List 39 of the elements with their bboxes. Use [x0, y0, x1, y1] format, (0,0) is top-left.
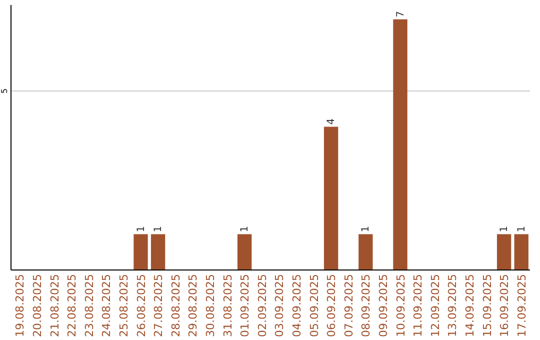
data-label: 7: [395, 10, 406, 18]
x-tick-label: 30.08.2025: [204, 274, 217, 337]
x-tick-label: 11.09.2025: [412, 274, 425, 337]
x-tick-label: 15.09.2025: [480, 274, 494, 337]
x-tick-label: 06.09.2025: [325, 274, 338, 337]
x-tick-label: 01.09.2025: [238, 274, 252, 337]
x-tick-label: 07.09.2025: [342, 274, 356, 337]
x-tick-label: 17.09.2025: [515, 274, 528, 337]
data-label: 1: [499, 226, 510, 232]
x-tick-label: 21.08.2025: [48, 274, 62, 337]
x-tick-label: 10.09.2025: [394, 274, 408, 337]
x-tick-label: 24.08.2025: [100, 274, 114, 337]
data-label: 1: [240, 226, 251, 232]
x-tick-label: 26.08.2025: [134, 274, 148, 337]
x-tick-label: 31.08.2025: [221, 274, 234, 337]
x-tick-label: 19.08.2025: [14, 274, 27, 337]
x-tick-label: 08.09.2025: [360, 274, 373, 337]
x-tick-label: 16.09.2025: [498, 274, 512, 337]
y-tick-label: 5: [0, 88, 9, 94]
x-tick-label: 14.09.2025: [463, 274, 476, 337]
data-label: 1: [136, 226, 147, 232]
data-label: 4: [326, 118, 338, 125]
x-tick-label: 22.08.2025: [66, 274, 79, 337]
x-tick-label: 05.09.2025: [308, 274, 321, 337]
data-label: 1: [153, 226, 164, 232]
x-tick-label: 12.09.2025: [428, 274, 442, 337]
data-label: 1: [516, 226, 528, 232]
x-tick-label: 04.09.2025: [290, 274, 304, 337]
x-tick-label: 09.09.2025: [376, 274, 390, 337]
x-tick-label: 28.08.2025: [169, 274, 182, 337]
x-tick-label: 20.08.2025: [30, 274, 44, 337]
x-tick-label: 03.09.2025: [273, 274, 286, 337]
x-tick-label: 13.09.2025: [446, 274, 460, 337]
x-tick-label: 25.08.2025: [117, 274, 130, 337]
x-tick-label: 23.08.2025: [82, 274, 96, 337]
x-tick-label: 02.09.2025: [256, 274, 269, 337]
x-tick-label: 27.08.2025: [152, 274, 166, 337]
data-label: 1: [360, 226, 372, 232]
x-tick-label: 29.08.2025: [186, 274, 200, 337]
